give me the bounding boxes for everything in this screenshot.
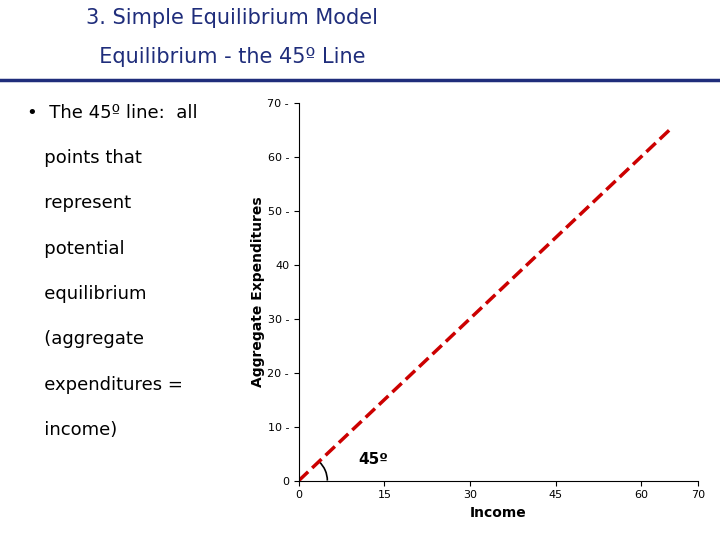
Text: (aggregate: (aggregate xyxy=(27,330,145,348)
Text: equilibrium: equilibrium xyxy=(27,285,147,303)
Text: points that: points that xyxy=(27,149,143,167)
Text: represent: represent xyxy=(27,194,132,212)
Y-axis label: Aggregate Expenditures: Aggregate Expenditures xyxy=(251,196,265,387)
Text: 45º: 45º xyxy=(359,453,389,468)
Text: potential: potential xyxy=(27,240,125,258)
X-axis label: Income: Income xyxy=(470,506,527,520)
Text: •  The 45º line:  all: • The 45º line: all xyxy=(27,104,198,122)
Text: 3. Simple Equilibrium Model: 3. Simple Equilibrium Model xyxy=(86,8,379,28)
Text: expenditures =: expenditures = xyxy=(27,376,183,394)
Text: Equilibrium - the 45º Line: Equilibrium - the 45º Line xyxy=(86,47,366,67)
Text: income): income) xyxy=(27,421,117,439)
